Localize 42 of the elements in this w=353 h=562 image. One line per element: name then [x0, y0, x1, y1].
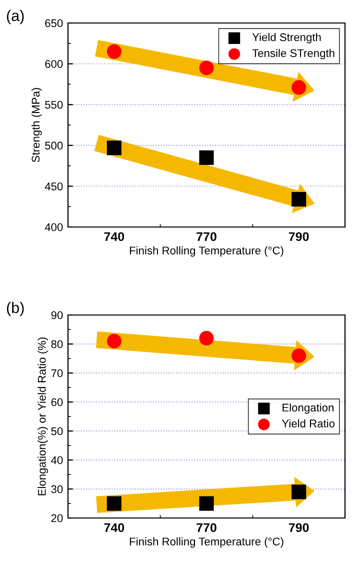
y-tick-label: 50 — [51, 427, 63, 436]
y-tick-label: 400 — [44, 223, 63, 232]
point — [106, 334, 122, 348]
y-axis-title: Strength (MPa) — [31, 88, 42, 162]
legend-label: Elongation — [282, 403, 334, 414]
point — [199, 60, 214, 76]
y-tick-label: 90 — [51, 311, 63, 320]
point — [292, 80, 306, 95]
point — [106, 44, 122, 59]
text: (a) — [6, 10, 24, 24]
legend-label: Yield Ratio — [282, 419, 335, 428]
y-tick-label: 500 — [45, 142, 63, 150]
point — [106, 140, 122, 156]
y-tick-label: 450 — [44, 182, 63, 190]
y-axis-title: Elongation(%) or Yield Ratio (%) — [38, 338, 48, 496]
point — [199, 150, 214, 165]
x-tick-label: 770 — [196, 523, 216, 532]
point — [292, 484, 306, 500]
x-axis-title: Finish Rolling Temperature (°C) — [130, 246, 284, 257]
x-tick-label: 790 — [288, 523, 309, 532]
x-tick-label: 790 — [288, 232, 309, 242]
x-tick-label: 740 — [104, 523, 124, 532]
point — [199, 330, 214, 346]
point — [292, 192, 306, 207]
legend-label: Yield Strength — [252, 33, 321, 44]
y-tick-label: 70 — [51, 369, 63, 378]
y-tick-label: 20 — [51, 514, 63, 522]
y-tick-label: 80 — [51, 340, 63, 348]
legend-label: Tensile STrength — [252, 48, 334, 60]
point — [292, 348, 306, 363]
x-tick-label: 770 — [196, 232, 216, 242]
y-tick-label: 550 — [45, 100, 63, 109]
y-tick-label: 30 — [51, 485, 63, 494]
x-tick-label: 740 — [104, 232, 124, 242]
x-axis-title: Finish Rolling Temperature (°C) — [130, 537, 284, 548]
y-tick-label: 60 — [51, 398, 63, 406]
point — [199, 496, 214, 511]
text: (b) — [6, 302, 24, 316]
y-tick-label: 650 — [45, 19, 63, 28]
point — [106, 496, 122, 511]
y-tick-label: 40 — [51, 456, 63, 464]
y-tick-label: 600 — [45, 60, 63, 68]
